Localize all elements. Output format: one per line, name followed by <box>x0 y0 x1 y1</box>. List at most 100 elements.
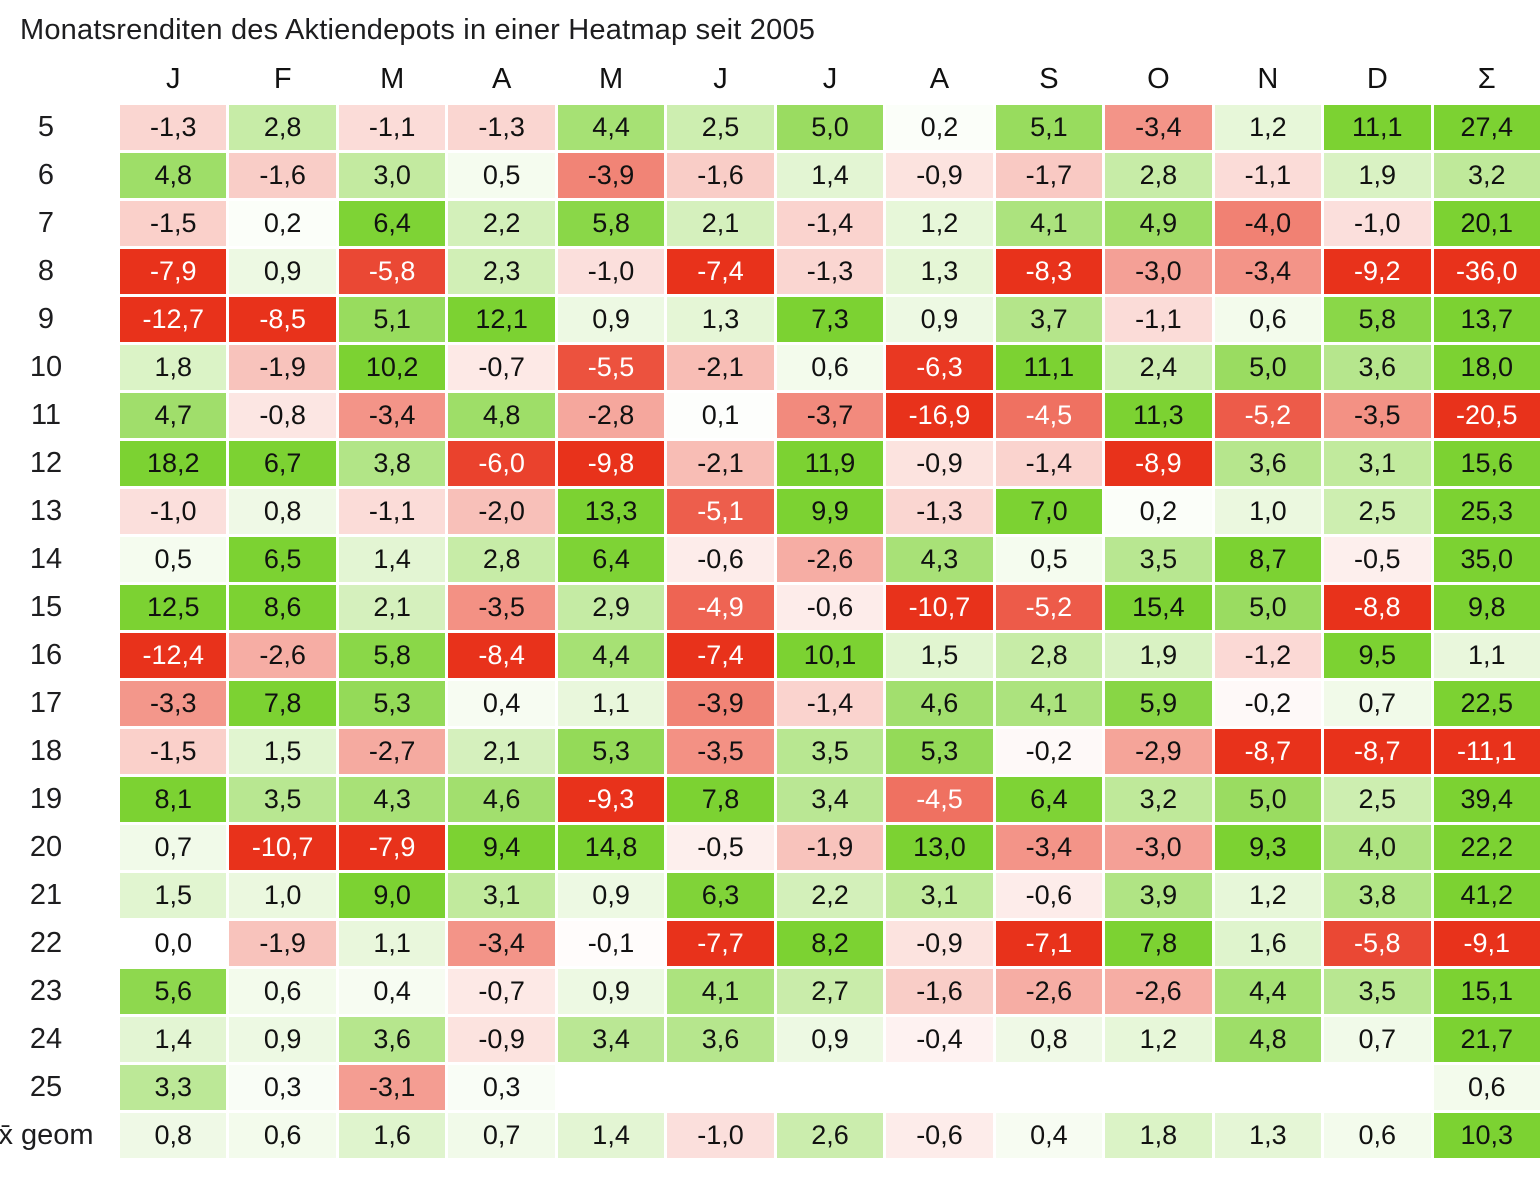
heatmap-cell: -1,1 <box>1105 297 1212 342</box>
heatmap-cell: 0,2 <box>229 201 336 246</box>
heatmap-cell: 3,6 <box>667 1017 774 1062</box>
heatmap-cell: -7,1 <box>995 921 1103 966</box>
heatmap-cell: -0,7 <box>448 345 555 390</box>
heatmap-cell: 6,5 <box>229 537 336 582</box>
column-header-12: Σ <box>1477 63 1496 95</box>
column-header-10: N <box>1257 63 1279 95</box>
heatmap-cell: 0,5 <box>120 537 227 582</box>
heatmap-cell: 1,5 <box>120 873 227 918</box>
heatmap-cell: 0,6 <box>776 345 884 390</box>
heatmap-cell: -0,1 <box>557 921 665 966</box>
heatmap-cell: 12,1 <box>448 297 555 342</box>
heatmap-cell: 4,9 <box>1105 201 1212 246</box>
heatmap-cell: -1,5 <box>120 729 227 774</box>
heatmap-cell: 0,8 <box>995 1017 1103 1062</box>
heatmap-cell: 11,1 <box>995 345 1103 390</box>
heatmap-cell: -0,7 <box>448 969 555 1014</box>
heatmap-cell: 2,1 <box>667 201 774 246</box>
heatmap-cell: -6,0 <box>448 441 555 486</box>
heatmap-cell: 4,6 <box>448 777 555 822</box>
row-label: 13 <box>29 495 63 527</box>
heatmap-cell: -0,9 <box>886 921 993 966</box>
heatmap-cell: -8,4 <box>448 633 555 678</box>
heatmap-cell: -2,0 <box>448 489 555 534</box>
heatmap-cell: 6,4 <box>557 537 665 582</box>
heatmap-cell: 2,8 <box>448 537 555 582</box>
heatmap-cell: 0,5 <box>995 537 1103 582</box>
heatmap-cell: -36,0 <box>1433 249 1540 294</box>
heatmap-cell: 2,9 <box>557 585 665 630</box>
heatmap-cell: 5,0 <box>776 105 884 150</box>
heatmap-cell: 15,6 <box>1433 441 1540 486</box>
heatmap-cell: 3,7 <box>995 297 1103 342</box>
heatmap-cell: 6,7 <box>229 441 336 486</box>
heatmap-cell: 5,1 <box>338 297 446 342</box>
heatmap-cell: 1,5 <box>229 729 336 774</box>
heatmap-cell: 0,9 <box>886 297 993 342</box>
heatmap-cell: -5,1 <box>667 489 774 534</box>
heatmap-cell: -7,7 <box>667 921 774 966</box>
column-header-2: M <box>380 63 405 95</box>
heatmap-cell: 3,9 <box>1105 873 1212 918</box>
heatmap-cell: -8,7 <box>1214 729 1322 774</box>
heatmap-cell: 5,8 <box>557 201 665 246</box>
row-label: 25 <box>29 1071 63 1103</box>
column-header-0: J <box>165 63 181 95</box>
column-header-11: D <box>1366 63 1388 95</box>
heatmap-cell: 1,3 <box>886 249 993 294</box>
row-label: 12 <box>29 447 63 479</box>
row-label: x̄ geom <box>0 1119 94 1151</box>
heatmap-cell: -3,4 <box>448 921 555 966</box>
heatmap-cell: 1,4 <box>776 153 884 198</box>
heatmap-cell: 35,0 <box>1433 537 1540 582</box>
heatmap-cell: -1,2 <box>1214 633 1322 678</box>
heatmap-cell: 1,2 <box>886 201 993 246</box>
row-label: 11 <box>30 399 62 431</box>
heatmap-cell: -0,6 <box>667 537 774 582</box>
monthly-returns-heatmap: J F M A M J J A S O N D Σ 5 -1,3 2,8 -1,1 -1,3 4,4 2,5 5,0 0,… <box>0 57 1540 1158</box>
heatmap-cell <box>1215 1065 1321 1110</box>
heatmap-cell: 1,3 <box>667 297 774 342</box>
heatmap-cell: -0,4 <box>886 1017 993 1062</box>
heatmap-cell: -2,6 <box>229 633 336 678</box>
heatmap-cell: 1,8 <box>1105 1113 1212 1158</box>
heatmap-cell: 9,8 <box>1433 585 1540 630</box>
heatmap-cell: 0,7 <box>1324 1017 1431 1062</box>
heatmap-cell: 0,4 <box>448 681 555 726</box>
heatmap-cell: -1,3 <box>776 249 884 294</box>
heatmap-cell: -3,4 <box>1105 105 1212 150</box>
heatmap-cell: 10,1 <box>776 633 884 678</box>
row-label: 8 <box>37 255 55 287</box>
heatmap-cell: 5,1 <box>995 105 1103 150</box>
heatmap-cell: 1,9 <box>1105 633 1212 678</box>
column-header-6: J <box>822 63 838 95</box>
heatmap-cell: -2,1 <box>667 345 774 390</box>
row-label: 10 <box>29 351 63 383</box>
heatmap-cell: -10,7 <box>229 825 336 870</box>
heatmap-cell: 1,1 <box>338 921 446 966</box>
row-label: 14 <box>29 543 63 575</box>
heatmap-cell: 1,8 <box>120 345 227 390</box>
heatmap-cell: -11,1 <box>1433 729 1540 774</box>
heatmap-cell: 1,5 <box>886 633 993 678</box>
heatmap-cell <box>886 1065 992 1110</box>
heatmap-cell: 1,2 <box>1214 105 1322 150</box>
heatmap-cell: -0,9 <box>886 153 993 198</box>
heatmap-cell: 3,8 <box>1324 873 1431 918</box>
column-header-4: M <box>598 63 624 95</box>
heatmap-cell: 0,2 <box>1105 489 1212 534</box>
row-label: 19 <box>29 783 63 815</box>
heatmap-cell: 3,3 <box>120 1065 227 1110</box>
heatmap-cell: 8,2 <box>776 921 884 966</box>
heatmap-cell: 3,1 <box>448 873 555 918</box>
heatmap-cell: 27,4 <box>1433 105 1540 150</box>
heatmap-cell: 6,4 <box>995 777 1103 822</box>
heatmap-cell: -2,7 <box>338 729 446 774</box>
heatmap-cell: 0,6 <box>1433 1065 1540 1110</box>
heatmap-cell: 0,9 <box>557 873 665 918</box>
heatmap-cell: -3,5 <box>448 585 555 630</box>
heatmap-cell: 1,3 <box>1214 1113 1322 1158</box>
heatmap-cell: 18,0 <box>1433 345 1540 390</box>
heatmap-cell: -1,3 <box>448 105 555 150</box>
heatmap-cell: -6,3 <box>886 345 993 390</box>
